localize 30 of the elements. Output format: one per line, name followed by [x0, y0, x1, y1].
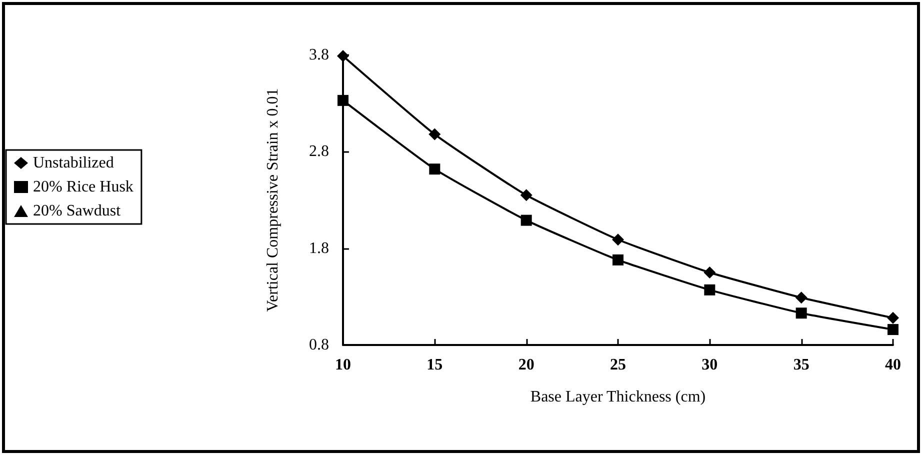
point: [704, 266, 716, 278]
point: [612, 234, 624, 246]
point: [795, 292, 808, 304]
point: [337, 50, 349, 62]
point: [887, 312, 899, 324]
point: [612, 254, 624, 266]
y-tick-label: 2.8: [309, 143, 329, 160]
point: [704, 284, 716, 296]
y-axis-title: Vertical Compressive Strain x 0.01: [264, 88, 282, 312]
y-tick-label: 3.8: [309, 46, 329, 64]
point: [429, 164, 440, 175]
point: [428, 128, 441, 140]
x-tick-label: 15: [426, 356, 443, 374]
x-tick-label: 10: [335, 356, 351, 374]
x-tick-label: 40: [885, 356, 901, 374]
x-tick-label: 20: [518, 356, 534, 374]
x-axis-title: Base Layer Thickness (cm): [530, 388, 706, 406]
legend-label: Unstabilized: [33, 154, 114, 172]
legend-label: 20% Rice Husk: [33, 178, 134, 196]
point: [338, 94, 348, 106]
point: [520, 214, 532, 226]
point: [796, 308, 807, 319]
legend-label: 20% Sawdust: [33, 202, 122, 220]
x-tick-label: 35: [793, 356, 810, 374]
y-tick-label: 0.8: [309, 336, 329, 354]
x-tick-label: 30: [702, 356, 718, 374]
y-tick-label: 1.8: [309, 240, 329, 257]
point: [520, 189, 532, 202]
x-tick-label: 25: [610, 356, 626, 374]
point: [888, 324, 898, 336]
